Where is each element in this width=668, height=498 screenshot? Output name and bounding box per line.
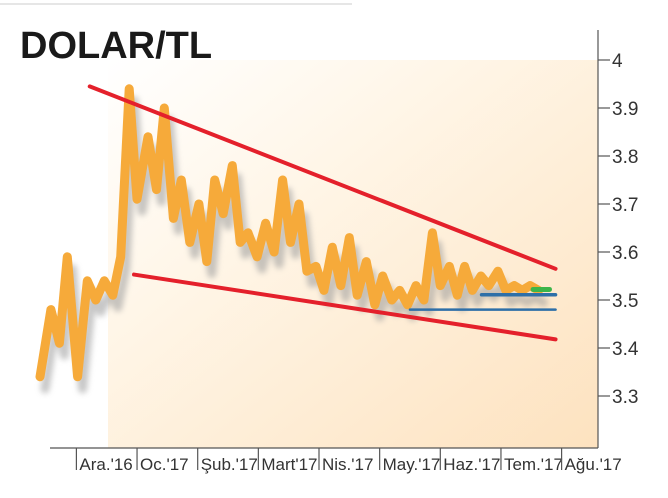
x-tick-label: Nis.'17	[322, 455, 373, 474]
y-tick-label: 3.8	[612, 147, 638, 168]
trend-annotations	[87, 84, 558, 342]
y-tick-label: 3.4	[612, 339, 639, 360]
x-tick-label: Oc.'17	[140, 455, 189, 474]
upper-trend-line	[87, 84, 558, 271]
y-tick-label: 3.6	[612, 243, 638, 264]
x-tick-label: Ağu.'17	[565, 455, 622, 474]
y-tick-label: 3.5	[612, 291, 638, 312]
x-axis: Ara.'16 Oc.'17 Şub.'17 Mart'17 Nis.'17 May.'1…	[50, 447, 622, 474]
x-tick-label: Ara.'16	[79, 455, 132, 474]
x-tick-label: Tem.'17	[504, 455, 563, 474]
lower-trend-line	[132, 272, 558, 342]
price-line	[35, 84, 544, 382]
x-tick-label: Şub.'17	[201, 455, 258, 474]
y-tick-label: 4	[612, 51, 623, 72]
y-axis: 4 3.9 3.8 3.7 3.6 3.5 3.4 3.3	[597, 30, 639, 448]
x-tick-label: Haz.'17	[443, 455, 500, 474]
y-tick-label: 3.3	[612, 387, 638, 408]
x-tick-label: May.'17	[383, 455, 441, 474]
y-tick-label: 3.7	[612, 195, 638, 216]
x-tick-label: Mart'17	[261, 455, 317, 474]
y-tick-label: 3.9	[612, 99, 638, 120]
chart-title: DOLAR/TL	[20, 25, 212, 67]
